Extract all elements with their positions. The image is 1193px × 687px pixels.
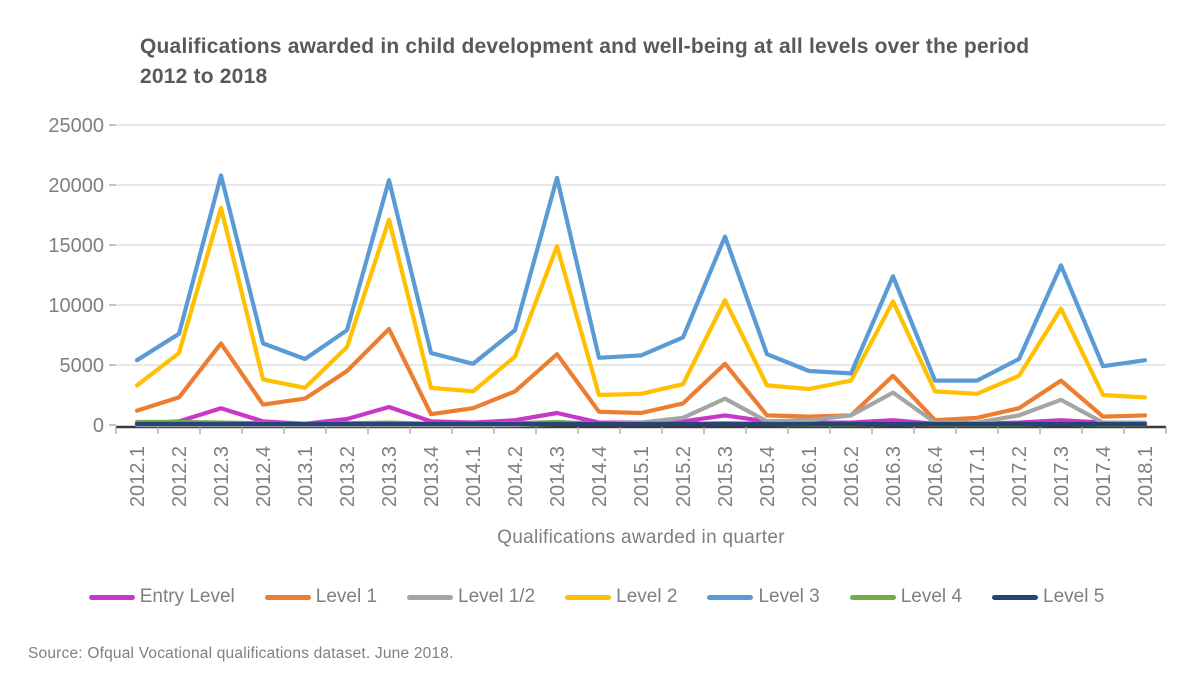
x-axis-label: 2014.4 (589, 446, 611, 507)
legend-item-level-2: Level 2 (565, 586, 677, 608)
y-axis-label: 0 (93, 415, 104, 437)
legend-item-level-5: Level 5 (992, 586, 1104, 608)
chart-title: Qualifications awarded in child developm… (140, 35, 1030, 88)
x-axis-label: 2015.1 (631, 446, 653, 507)
x-axis-label: 2017.1 (967, 446, 989, 507)
x-axis-label: 2016.4 (925, 446, 947, 507)
legend-label-level-1: Level 1 (315, 586, 378, 607)
series-line-level-1 (134, 326, 1148, 423)
series-line-level-3 (134, 173, 1148, 383)
x-axis-label: 2014.3 (547, 446, 569, 507)
legend-swatch-level-3 (707, 594, 754, 600)
x-axis-label: 2013.1 (295, 446, 317, 507)
x-axis-label: 2015.3 (715, 446, 737, 507)
x-axis-label: 2017.4 (1093, 446, 1115, 507)
legend-swatch-level-2 (565, 594, 612, 600)
legend-item-level-1-2: Level 1/2 (407, 586, 535, 608)
line-chart-plot-area: 0 5000 10000 15000 20000 25000 2012.1 2012.2 201… (48, 115, 1167, 507)
x-axis-label: 2014.2 (505, 446, 527, 507)
y-axis-label: 20000 (48, 175, 104, 197)
legend-swatch-entry-level (88, 594, 135, 600)
legend-item-level-3: Level 3 (707, 586, 820, 608)
y-axis-label: 5000 (60, 355, 105, 377)
x-axis-label: 2016.2 (841, 446, 863, 507)
legend-swatch-level-1 (264, 594, 311, 600)
y-axis-label: 10000 (48, 295, 104, 317)
legend-swatch-level-4 (849, 594, 896, 600)
legend-label-level-1-2: Level 1/2 (458, 586, 536, 607)
chart-legend: Entry Level Level 1 Level 1/2 Level 2 Level … (0, 586, 1193, 608)
legend-label-level-2: Level 2 (616, 586, 678, 607)
x-axis-label: 2016.3 (883, 446, 905, 507)
x-axis-label: 2012.3 (211, 446, 233, 507)
x-axis-title: Qualifications awarded in quarter (497, 527, 785, 548)
legend-swatch-level-1-2 (407, 594, 454, 600)
x-axis-label: 2012.2 (169, 446, 191, 507)
y-axis-label: 15000 (48, 235, 104, 257)
x-axis-label: 2015.2 (673, 446, 695, 507)
x-axis-label: 2012.1 (127, 446, 149, 507)
x-axis-label: 2013.3 (379, 446, 401, 507)
legend-label-entry-level: Entry Level (139, 586, 235, 607)
x-axis-label: 2017.2 (1009, 446, 1031, 507)
x-axis-label: 2013.2 (337, 446, 359, 507)
x-axis-label: 2015.4 (757, 446, 779, 507)
legend-item-entry-level: Entry Level (88, 586, 235, 608)
x-axis-label: 2018.1 (1135, 446, 1157, 507)
legend-label-level-4: Level 4 (900, 586, 962, 607)
x-axis-label: 2012.4 (253, 446, 275, 507)
legend-swatch-level-5 (992, 594, 1038, 600)
x-axis-label: 2014.1 (463, 446, 485, 507)
series-line-level-1-2 (134, 390, 1148, 428)
legend-item-level-4: Level 4 (849, 586, 962, 608)
x-axis-label: 2016.1 (799, 446, 821, 507)
series-line-level-2 (134, 205, 1148, 400)
legend-label-level-5: Level 5 (1043, 586, 1105, 607)
legend-label-level-3: Level 3 (758, 586, 820, 607)
source-note: Source: Ofqual Vocational qualifications… (28, 645, 454, 662)
x-axis-label: 2013.4 (421, 446, 443, 507)
legend-item-level-1: Level 1 (264, 586, 378, 608)
y-axis-label: 25000 (48, 115, 104, 137)
x-axis-label: 2017.3 (1051, 446, 1073, 507)
